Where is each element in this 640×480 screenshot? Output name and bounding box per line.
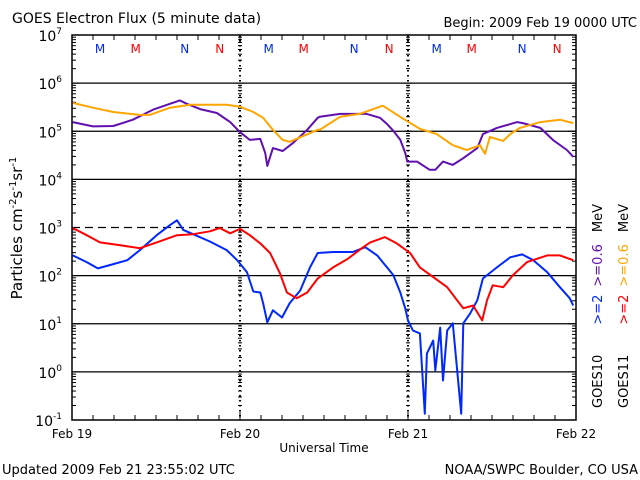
marker-n: N <box>215 42 224 56</box>
y-tick-labels: 107 106 105 104 103 102 101 100 10-1 <box>35 27 62 430</box>
legend-goes11-06mev: >=0.6 <box>617 244 632 286</box>
y-tick-label: 100 <box>38 364 62 382</box>
x-tick-label: Feb 19 <box>52 427 92 441</box>
y-tick-label: 101 <box>38 316 62 334</box>
y-tick-label: 103 <box>38 220 62 238</box>
series-lines <box>72 99 575 415</box>
marker-n: N <box>350 42 359 56</box>
y-tick-label: 105 <box>38 123 62 141</box>
legend-goes10-satellite: GOES10 <box>591 355 606 408</box>
marker-n: N <box>385 42 394 56</box>
series-line-3 <box>72 227 574 322</box>
legend-goes11-satellite: GOES11 <box>617 355 632 408</box>
legend-goes11-2mev: >=2 <box>617 295 632 325</box>
legend-goes10-06mev: >=0.6 <box>591 244 606 286</box>
marker-m: M <box>467 42 477 56</box>
x-tick-label: Feb 20 <box>220 427 260 441</box>
x-axis-label: Universal Time <box>279 441 368 455</box>
marker-m: M <box>95 42 105 56</box>
marker-m: M <box>299 42 309 56</box>
x-tick-label: Feb 21 <box>388 427 428 441</box>
plot-frame <box>71 34 577 421</box>
marker-n: N <box>518 42 527 56</box>
marker-m: M <box>432 42 442 56</box>
credit-label: NOAA/SWPC Boulder, CO USA <box>445 463 638 478</box>
marker-m: M <box>131 42 141 56</box>
y-tick-label: 104 <box>38 171 62 189</box>
marker-n: N <box>180 42 189 56</box>
y-tick-label: 107 <box>38 27 62 45</box>
x-tick-label: Feb 22 <box>556 427 596 441</box>
chart-title: GOES Electron Flux (5 minute data) <box>12 11 261 27</box>
x-tick-labels: Feb 19 Feb 20 Feb 21 Feb 22 <box>52 427 596 441</box>
series-line-1 <box>72 101 574 155</box>
legend-goes10-2mev: >=2 <box>591 295 606 325</box>
grid <box>72 35 576 420</box>
y-axis-label: Particles cm-2s-1sr-1 <box>8 157 26 300</box>
legend-goes11: GOES11>=2>=0.6MeV <box>617 204 632 408</box>
y-tick-label: 10-1 <box>35 412 62 430</box>
series-line-0 <box>72 99 574 171</box>
y-tick-label: 106 <box>38 75 62 93</box>
begin-label: Begin: 2009 Feb 19 0000 UTC <box>443 16 637 31</box>
marker-n: N <box>553 42 562 56</box>
y-tick-label: 102 <box>38 268 62 286</box>
legend-goes10: GOES10>=2>=0.6MeV <box>591 204 606 408</box>
marker-m: M <box>264 42 274 56</box>
updated-timestamp: Updated 2009 Feb 21 23:55:02 UTC <box>2 463 235 478</box>
series-line-2 <box>72 219 575 415</box>
